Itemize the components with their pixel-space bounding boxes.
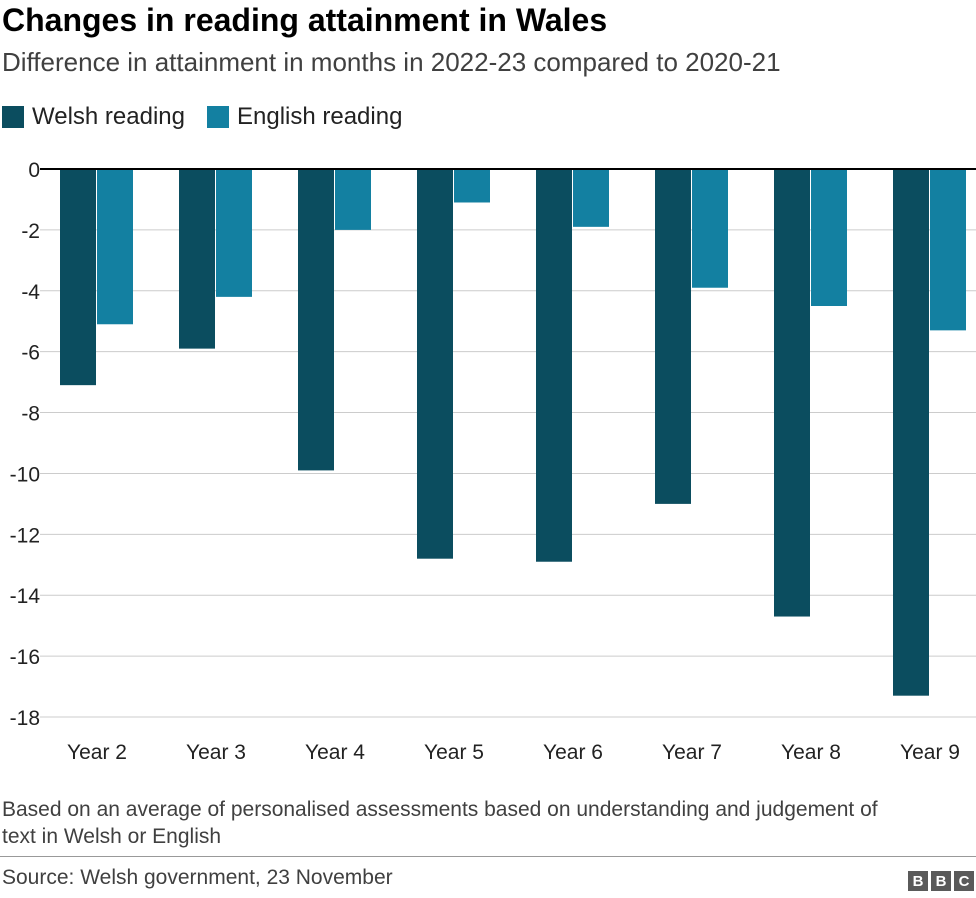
bar-english [454,169,490,203]
y-tick-label: -18 [10,707,40,730]
bar-chart: 0 -2 -4 -6 -8 -10 -12 -14 -16 -18 Year 2 Year 3 Year… [10,159,976,764]
legend: Welsh reading English reading [2,103,424,131]
x-tick-label: Year 7 [662,741,722,764]
bar-welsh [893,169,929,696]
chart-title: Changes in reading attainment in Wales [2,2,608,38]
logo-letter: B [931,871,951,891]
source-text: Source: Welsh government, 23 November [2,866,393,889]
chart-subtitle: Difference in attainment in months in 20… [2,47,781,77]
y-tick-label: -12 [10,524,40,547]
bar-english [335,169,371,230]
x-tick-label: Year 9 [900,741,960,764]
bar-english [930,169,966,331]
bar-english [692,169,728,288]
y-tick-label: -10 [10,463,40,486]
logo-letter: C [954,871,974,891]
y-tick-label: -4 [21,281,40,304]
x-tick-label: Year 6 [543,741,603,764]
y-tick-label: -14 [10,585,41,608]
y-tick-label: 0 [28,159,40,182]
bar-welsh [774,169,810,617]
divider [0,856,976,857]
legend-item-english: English reading [206,103,403,131]
bar-welsh [417,169,453,559]
bar-english [573,169,609,227]
bar-english [811,169,847,306]
chart-note: Based on an average of personalised asse… [2,798,878,848]
bar-welsh [179,169,215,349]
y-tick-label: -8 [21,403,40,426]
bar-welsh [60,169,96,386]
logo-letter: B [908,871,928,891]
legend-item-welsh: Welsh reading [2,103,185,131]
bar-english [97,169,133,325]
x-tick-label: Year 4 [305,741,365,764]
legend-label-english: English reading [236,103,403,130]
x-tick-label: Year 2 [67,741,127,764]
bar-welsh [655,169,691,504]
legend-label-welsh: Welsh reading [32,103,185,130]
x-tick-label: Year 3 [186,741,246,764]
x-tick-label: Year 8 [781,741,841,764]
legend-swatch-welsh [2,106,24,128]
bar-english [216,169,252,297]
legend-swatch-english [206,106,229,128]
x-tick-label: Year 5 [424,741,484,764]
bar-welsh [536,169,572,562]
y-tick-label: -6 [21,342,40,365]
y-tick-label: -16 [10,646,40,669]
y-tick-label: -2 [21,220,40,243]
bar-welsh [298,169,334,471]
